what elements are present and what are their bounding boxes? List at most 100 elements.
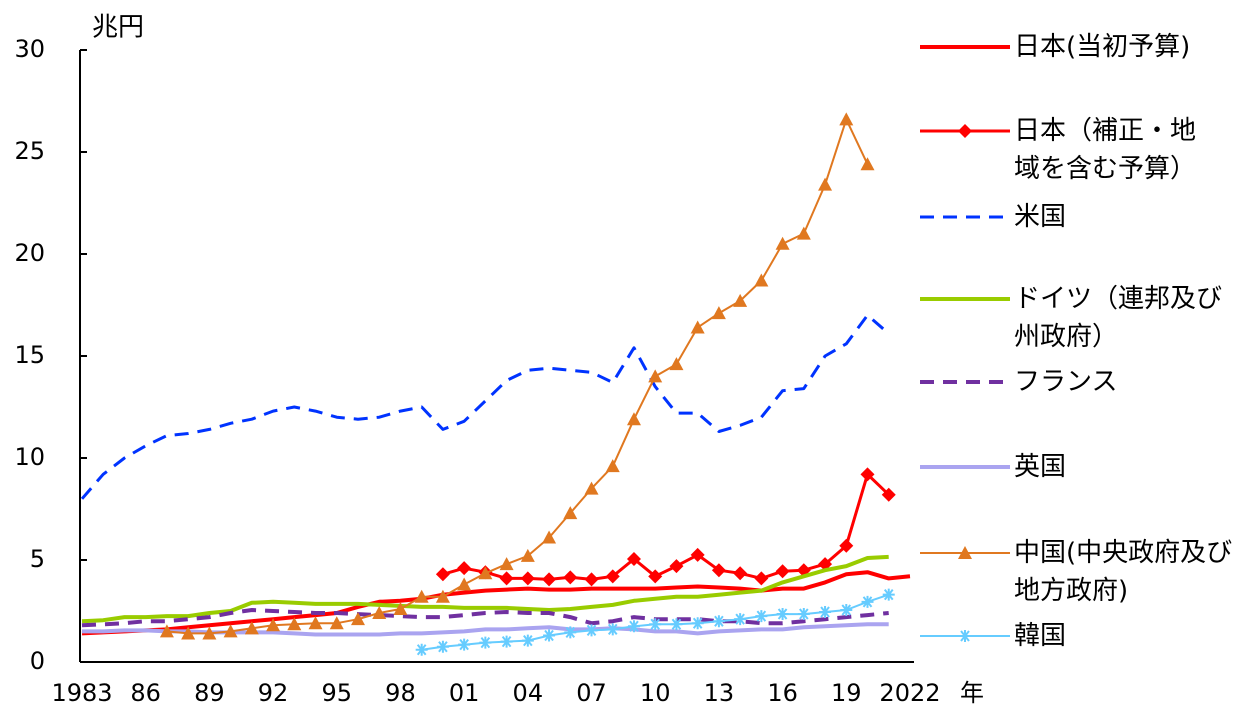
legend-label: 日本(当初予算) — [1014, 32, 1191, 62]
marker — [754, 571, 769, 586]
marker — [669, 357, 684, 371]
marker — [819, 606, 832, 619]
x-tick-label: 95 — [321, 679, 352, 707]
marker — [627, 620, 640, 633]
marker — [775, 236, 790, 250]
marker — [520, 571, 535, 586]
marker — [649, 618, 662, 631]
marker — [882, 588, 895, 601]
marker — [648, 369, 663, 383]
marker — [648, 569, 663, 584]
x-tick-label: 89 — [194, 679, 225, 707]
marker — [372, 606, 387, 620]
x-tick-label: 98 — [385, 679, 416, 707]
x-tick-label: 2022 — [879, 679, 940, 707]
marker — [458, 638, 471, 651]
marker — [435, 567, 450, 582]
marker — [244, 621, 259, 635]
marker — [755, 610, 768, 623]
series-line — [166, 118, 869, 635]
marker — [690, 547, 705, 562]
marker — [479, 636, 492, 649]
marker — [520, 548, 535, 562]
marker — [860, 157, 875, 171]
marker — [436, 640, 449, 653]
x-tick-label: 1983 — [51, 679, 112, 707]
marker — [797, 608, 810, 621]
marker — [839, 112, 854, 126]
marker — [414, 589, 429, 603]
marker — [626, 551, 641, 566]
marker — [733, 566, 748, 581]
marker — [350, 612, 365, 626]
marker — [202, 626, 217, 640]
y-tick-label: 20 — [14, 239, 45, 267]
marker — [840, 603, 853, 616]
y-tick-label: 30 — [14, 35, 45, 63]
y-tick-label: 0 — [30, 647, 45, 675]
y-tick-label: 10 — [14, 443, 45, 471]
marker — [159, 624, 174, 638]
x-tick-label: 13 — [704, 679, 735, 707]
marker — [712, 615, 725, 628]
marker — [563, 506, 578, 520]
x-axis-label: 年 — [960, 679, 984, 707]
marker — [818, 177, 833, 191]
marker — [670, 618, 683, 631]
marker — [435, 589, 450, 603]
marker — [542, 572, 557, 587]
marker — [605, 459, 620, 473]
marker — [415, 643, 428, 656]
marker — [181, 626, 196, 640]
marker — [584, 572, 599, 587]
marker — [584, 481, 599, 495]
marker — [796, 226, 811, 240]
series-line — [442, 472, 890, 581]
marker — [542, 530, 557, 544]
marker — [457, 577, 472, 591]
marker — [775, 564, 790, 579]
x-tick-label: 10 — [640, 679, 671, 707]
legend-label: 中国(中央政府及び地方政府) — [1014, 538, 1233, 606]
series-line — [80, 313, 890, 500]
series-line — [81, 608, 889, 628]
marker — [669, 559, 684, 574]
marker — [711, 306, 726, 320]
legend-label: 米国 — [1014, 202, 1067, 232]
marker — [563, 570, 578, 585]
x-tick-label: 01 — [449, 679, 480, 707]
marker — [881, 487, 896, 502]
marker — [776, 608, 789, 621]
marker — [606, 623, 619, 636]
series-line — [81, 570, 911, 636]
marker — [521, 634, 534, 647]
marker — [499, 571, 514, 586]
x-tick-label: 07 — [576, 679, 607, 707]
y-tick-label: 25 — [14, 137, 45, 165]
marker — [393, 601, 408, 615]
marker — [287, 617, 302, 631]
marker — [860, 467, 875, 482]
marker — [690, 320, 705, 334]
marker — [626, 412, 641, 426]
legend-label: 日本（補正・地域を含む予算） — [1014, 116, 1197, 184]
y-tick-label: 15 — [14, 341, 45, 369]
y-axis-label: 兆円 — [92, 13, 144, 43]
marker — [564, 626, 577, 639]
series-line — [81, 554, 889, 624]
x-tick-label: 92 — [258, 679, 289, 707]
marker — [478, 566, 493, 580]
marker — [543, 629, 556, 642]
x-tick-label: 19 — [831, 679, 862, 707]
marker — [691, 617, 704, 630]
x-tick-label: 16 — [767, 679, 798, 707]
x-tick-label: 04 — [513, 679, 544, 707]
marker — [839, 538, 854, 553]
marker — [499, 557, 514, 571]
marker — [500, 635, 513, 648]
legend-label: フランス — [1014, 367, 1118, 397]
marker — [861, 595, 874, 608]
marker — [958, 124, 972, 138]
